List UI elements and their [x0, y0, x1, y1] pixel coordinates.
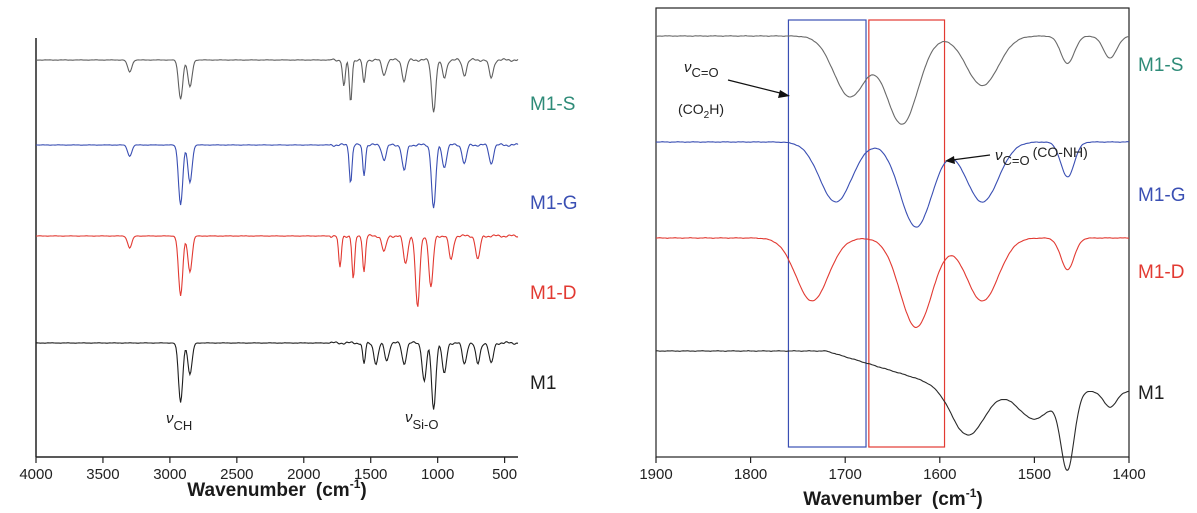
annotation-nu-co-acid: νC=O	[684, 59, 719, 80]
x-tick-label-1800: 1800	[734, 466, 767, 483]
series-label-m1-d: M1-D	[1138, 262, 1184, 283]
x-tick-label-2500: 2500	[220, 466, 253, 483]
series-label-m1: M1	[530, 373, 556, 394]
x-tick-label-2000: 2000	[287, 466, 320, 483]
annotation-nu-co-amide: νC=O(CO-NH)	[995, 144, 1088, 168]
arrow-amide-line	[951, 154, 991, 161]
spectrum-m1-d	[36, 234, 519, 307]
spectrum-m1	[656, 350, 1129, 471]
x-tick-label-1700: 1700	[829, 466, 862, 483]
annotation-co2h: (CO2H)	[678, 101, 724, 121]
series-label-m1: M1	[1138, 383, 1164, 404]
x-tick-label-3000: 3000	[153, 466, 186, 483]
right-plot-frame	[655, 7, 1130, 458]
series-label-m1-s: M1-S	[530, 94, 575, 115]
right-panel: 1900 1800 1700 1600 1500 1400 M1-SM1-GM1-DM1 …	[639, 7, 1186, 510]
series-label-m1-s: M1-S	[1138, 55, 1183, 76]
series-label-m1-g: M1-G	[1138, 185, 1186, 206]
annotation-nu-sio: νSi-O	[405, 409, 439, 432]
highlight-region-2	[868, 19, 946, 448]
x-tick-label-1900: 1900	[639, 466, 672, 483]
x-tick-label-1400: 1400	[1112, 466, 1145, 483]
series-label-m1-g: M1-G	[530, 193, 578, 214]
spectrum-m1-d	[655, 237, 1130, 328]
spectrum-m1	[35, 341, 519, 410]
x-tick-label-1600: 1600	[923, 466, 956, 483]
series-label-m1-d: M1-D	[530, 283, 576, 304]
left-x-axis-title: Wavenumber (cm-1)	[187, 477, 366, 501]
spectrum-m1-g	[655, 141, 1130, 228]
highlight-region-1	[787, 19, 867, 448]
x-tick-label-500: 500	[492, 466, 517, 483]
spectrum-m1-g	[35, 143, 519, 209]
x-tick-label-3500: 3500	[86, 466, 119, 483]
left-panel: 4000 3500 3000 2500 2000 1500 1000 500 M1-S M1-G…	[19, 38, 578, 501]
spectrum-m1-s	[655, 35, 1130, 125]
arrow-acid-head	[778, 90, 790, 98]
x-tick-label-1500: 1500	[354, 466, 387, 483]
x-tick-label-1500: 1500	[1018, 466, 1051, 483]
x-tick-label-1000: 1000	[421, 466, 454, 483]
right-x-axis-title: Wavenumber (cm-1)	[803, 486, 982, 510]
x-tick-label-4000: 4000	[19, 466, 52, 483]
arrow-acid-line	[727, 79, 785, 95]
annotation-nu-ch: νCH	[166, 410, 192, 433]
arrow-amide-head	[945, 156, 955, 164]
spectrum-m1-s	[35, 58, 519, 113]
